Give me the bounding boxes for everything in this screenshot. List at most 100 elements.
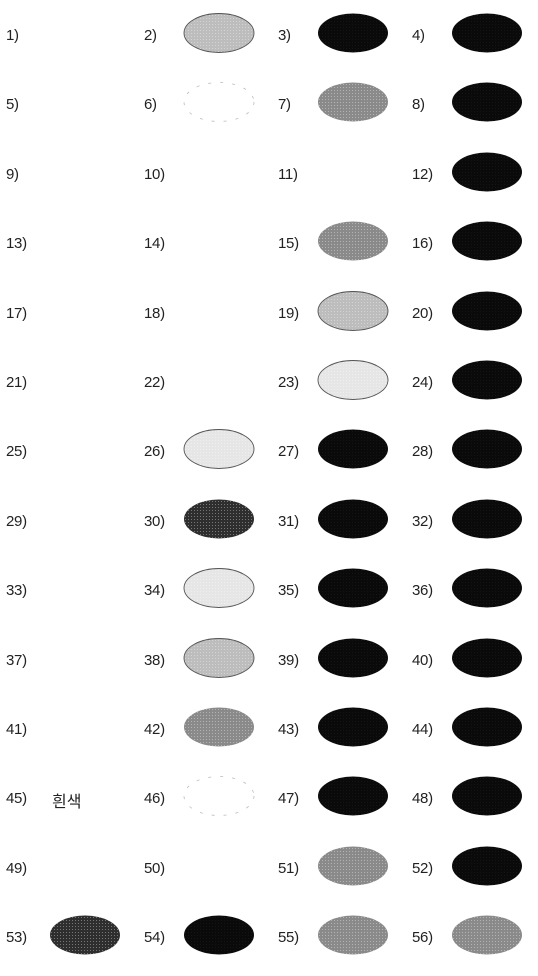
swatch-number: 51) <box>278 859 299 877</box>
swatch-cell: 40) <box>402 625 536 699</box>
color-swatch-ellipse <box>316 567 390 609</box>
swatch-number: 26) <box>144 443 165 461</box>
swatch-number: 21) <box>6 374 27 391</box>
swatch-cell: 12) <box>402 139 536 213</box>
swatch-cell: 7) <box>268 69 402 143</box>
swatch-number: 40) <box>412 651 433 669</box>
swatch-number: 45) <box>6 790 27 808</box>
swatch-number: 4) <box>412 27 425 44</box>
swatch-number: 38) <box>144 651 165 669</box>
color-swatch-ellipse <box>182 567 256 609</box>
swatch-number: 31) <box>278 512 299 530</box>
swatch-cell: 8) <box>402 69 536 143</box>
color-swatch-ellipse <box>450 498 524 540</box>
swatch-cell: 42) <box>134 694 268 768</box>
swatch-number: 10) <box>144 165 165 183</box>
swatch-cell: 53) <box>0 902 134 976</box>
swatch-cell: 37) <box>0 625 134 699</box>
swatch-number: 16) <box>412 235 433 253</box>
swatch-cell: 3) <box>268 0 402 74</box>
swatch-cell: 19) <box>268 278 402 352</box>
swatch-number: 27) <box>278 443 299 461</box>
swatch-cell: 33) <box>0 555 134 629</box>
swatch-number: 23) <box>278 374 299 391</box>
color-swatch-ellipse <box>316 914 390 956</box>
swatch-cell: 25) <box>0 416 134 490</box>
swatch-cell: 6) <box>134 69 268 143</box>
swatch-cell: 38) <box>134 625 268 699</box>
swatch-cell: 50) <box>134 833 268 907</box>
color-swatch-ellipse <box>450 151 524 193</box>
color-swatch-ellipse <box>450 359 524 401</box>
swatch-number: 8) <box>412 96 425 114</box>
color-swatch-ellipse <box>316 706 390 748</box>
swatch-cell: 16) <box>402 208 536 282</box>
color-swatch-ellipse <box>182 914 256 956</box>
swatch-number: 18) <box>144 304 165 322</box>
color-swatch-ellipse <box>182 498 256 540</box>
swatch-number: 15) <box>278 235 299 253</box>
swatch-number: 7) <box>278 96 291 114</box>
swatch-cell: 4) <box>402 0 536 74</box>
swatch-cell: 21) <box>0 347 134 421</box>
swatch-cell: 30) <box>134 486 268 560</box>
swatch-number: 24) <box>412 374 433 391</box>
swatch-number: 52) <box>412 859 433 877</box>
swatch-number: 17) <box>6 304 27 322</box>
swatch-cell: 10) <box>134 139 268 213</box>
swatch-number: 1) <box>6 27 19 44</box>
color-swatch-ellipse <box>182 12 256 54</box>
swatch-cell: 18) <box>134 278 268 352</box>
swatch-number: 47) <box>278 790 299 808</box>
swatch-cell: 49) <box>0 833 134 907</box>
swatch-number: 41) <box>6 721 27 738</box>
swatch-cell: 26) <box>134 416 268 490</box>
color-swatch-ellipse <box>450 12 524 54</box>
color-swatch-ellipse <box>182 428 256 470</box>
color-swatch-ellipse <box>48 914 122 956</box>
swatch-number: 32) <box>412 512 433 530</box>
swatch-cell: 1) <box>0 0 134 74</box>
swatch-cell: 17) <box>0 278 134 352</box>
swatch-number: 37) <box>6 651 27 669</box>
swatch-number: 43) <box>278 721 299 738</box>
color-swatch-ellipse <box>316 428 390 470</box>
swatch-cell: 20) <box>402 278 536 352</box>
swatch-number: 20) <box>412 304 433 322</box>
swatch-cell: 43) <box>268 694 402 768</box>
swatch-cell: 13) <box>0 208 134 282</box>
color-swatch-ellipse <box>316 12 390 54</box>
color-swatch-ellipse <box>316 359 390 401</box>
swatch-cell: 5) <box>0 69 134 143</box>
swatch-number: 46) <box>144 790 165 808</box>
swatch-number: 48) <box>412 790 433 808</box>
color-swatch-ellipse <box>316 775 390 817</box>
swatch-number: 30) <box>144 512 165 530</box>
swatch-number: 13) <box>6 235 27 253</box>
swatch-number: 35) <box>278 582 299 600</box>
color-swatch-ellipse <box>316 498 390 540</box>
color-note: 흰색 <box>52 792 82 812</box>
swatch-number: 49) <box>6 859 27 877</box>
color-swatch-ellipse <box>316 637 390 679</box>
swatch-cell: 14) <box>134 208 268 282</box>
swatch-cell: 32) <box>402 486 536 560</box>
swatch-number: 5) <box>6 96 19 114</box>
swatch-number: 39) <box>278 651 299 669</box>
swatch-number: 12) <box>412 165 433 183</box>
swatch-cell: 52) <box>402 833 536 907</box>
swatch-cell: 46) <box>134 763 268 837</box>
swatch-number: 42) <box>144 721 165 738</box>
color-swatch-ellipse <box>450 428 524 470</box>
swatch-cell: 55) <box>268 902 402 976</box>
swatch-number: 2) <box>144 27 157 44</box>
swatch-cell: 41) <box>0 694 134 768</box>
swatch-number: 34) <box>144 582 165 600</box>
swatch-cell: 47) <box>268 763 402 837</box>
swatch-cell: 9) <box>0 139 134 213</box>
swatch-number: 50) <box>144 859 165 877</box>
swatch-cell: 48) <box>402 763 536 837</box>
swatch-cell: 27) <box>268 416 402 490</box>
swatch-cell: 39) <box>268 625 402 699</box>
